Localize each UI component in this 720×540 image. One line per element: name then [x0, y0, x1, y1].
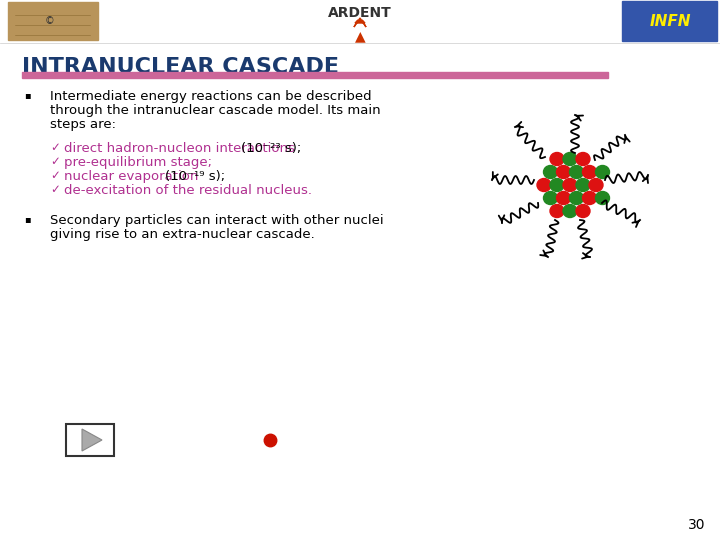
Bar — [8, 2, 98, 40]
Text: INFN: INFN — [649, 14, 690, 29]
Ellipse shape — [576, 179, 590, 192]
Ellipse shape — [589, 179, 603, 192]
Text: Intermediate energy reactions can be described: Intermediate energy reactions can be des… — [50, 90, 372, 103]
Text: Secondary particles can interact with other nuclei: Secondary particles can interact with ot… — [50, 214, 384, 227]
Ellipse shape — [563, 179, 577, 192]
Text: ✓: ✓ — [50, 141, 60, 154]
Ellipse shape — [557, 165, 570, 179]
Ellipse shape — [570, 192, 583, 205]
Text: direct hadron-nucleon interactions: direct hadron-nucleon interactions — [64, 142, 299, 155]
Text: through the intranuclear cascade model. Its main: through the intranuclear cascade model. … — [50, 104, 381, 117]
Polygon shape — [354, 18, 366, 27]
Ellipse shape — [582, 165, 596, 179]
Text: ▪: ▪ — [24, 214, 31, 224]
Text: ▪: ▪ — [24, 90, 31, 100]
Ellipse shape — [544, 192, 557, 205]
Bar — [22, 72, 608, 78]
Ellipse shape — [576, 205, 590, 218]
Text: INTRANUCLEAR CASCADE: INTRANUCLEAR CASCADE — [22, 57, 339, 77]
Text: (10⁻²³ s);: (10⁻²³ s); — [240, 142, 301, 155]
Polygon shape — [82, 429, 102, 451]
Text: nuclear evaporation: nuclear evaporation — [64, 170, 202, 183]
Ellipse shape — [550, 152, 564, 165]
Ellipse shape — [563, 152, 577, 165]
Bar — [66, 424, 114, 456]
Text: ✓: ✓ — [50, 183, 60, 196]
Text: giving rise to an extra-nuclear cascade.: giving rise to an extra-nuclear cascade. — [50, 228, 315, 241]
Ellipse shape — [570, 165, 583, 179]
Text: ✓: ✓ — [50, 169, 60, 182]
Ellipse shape — [595, 165, 610, 179]
Bar — [622, 1, 717, 41]
Text: ✓: ✓ — [50, 155, 60, 168]
Ellipse shape — [595, 192, 610, 205]
Text: (10⁻¹⁹ s);: (10⁻¹⁹ s); — [165, 170, 225, 183]
Ellipse shape — [576, 152, 590, 165]
Text: ©: © — [44, 16, 54, 26]
Ellipse shape — [550, 205, 564, 218]
Ellipse shape — [563, 205, 577, 218]
Text: de-excitation of the residual nucleus.: de-excitation of the residual nucleus. — [64, 184, 312, 197]
Ellipse shape — [557, 192, 570, 205]
Ellipse shape — [582, 192, 596, 205]
Ellipse shape — [537, 179, 551, 192]
Text: pre-equilibrium stage;: pre-equilibrium stage; — [64, 156, 212, 169]
Text: 30: 30 — [688, 518, 705, 532]
Ellipse shape — [544, 165, 557, 179]
Text: steps are:: steps are: — [50, 118, 116, 131]
Ellipse shape — [550, 179, 564, 192]
Text: ARDENT: ARDENT — [328, 6, 392, 20]
Text: ▲: ▲ — [355, 29, 365, 43]
